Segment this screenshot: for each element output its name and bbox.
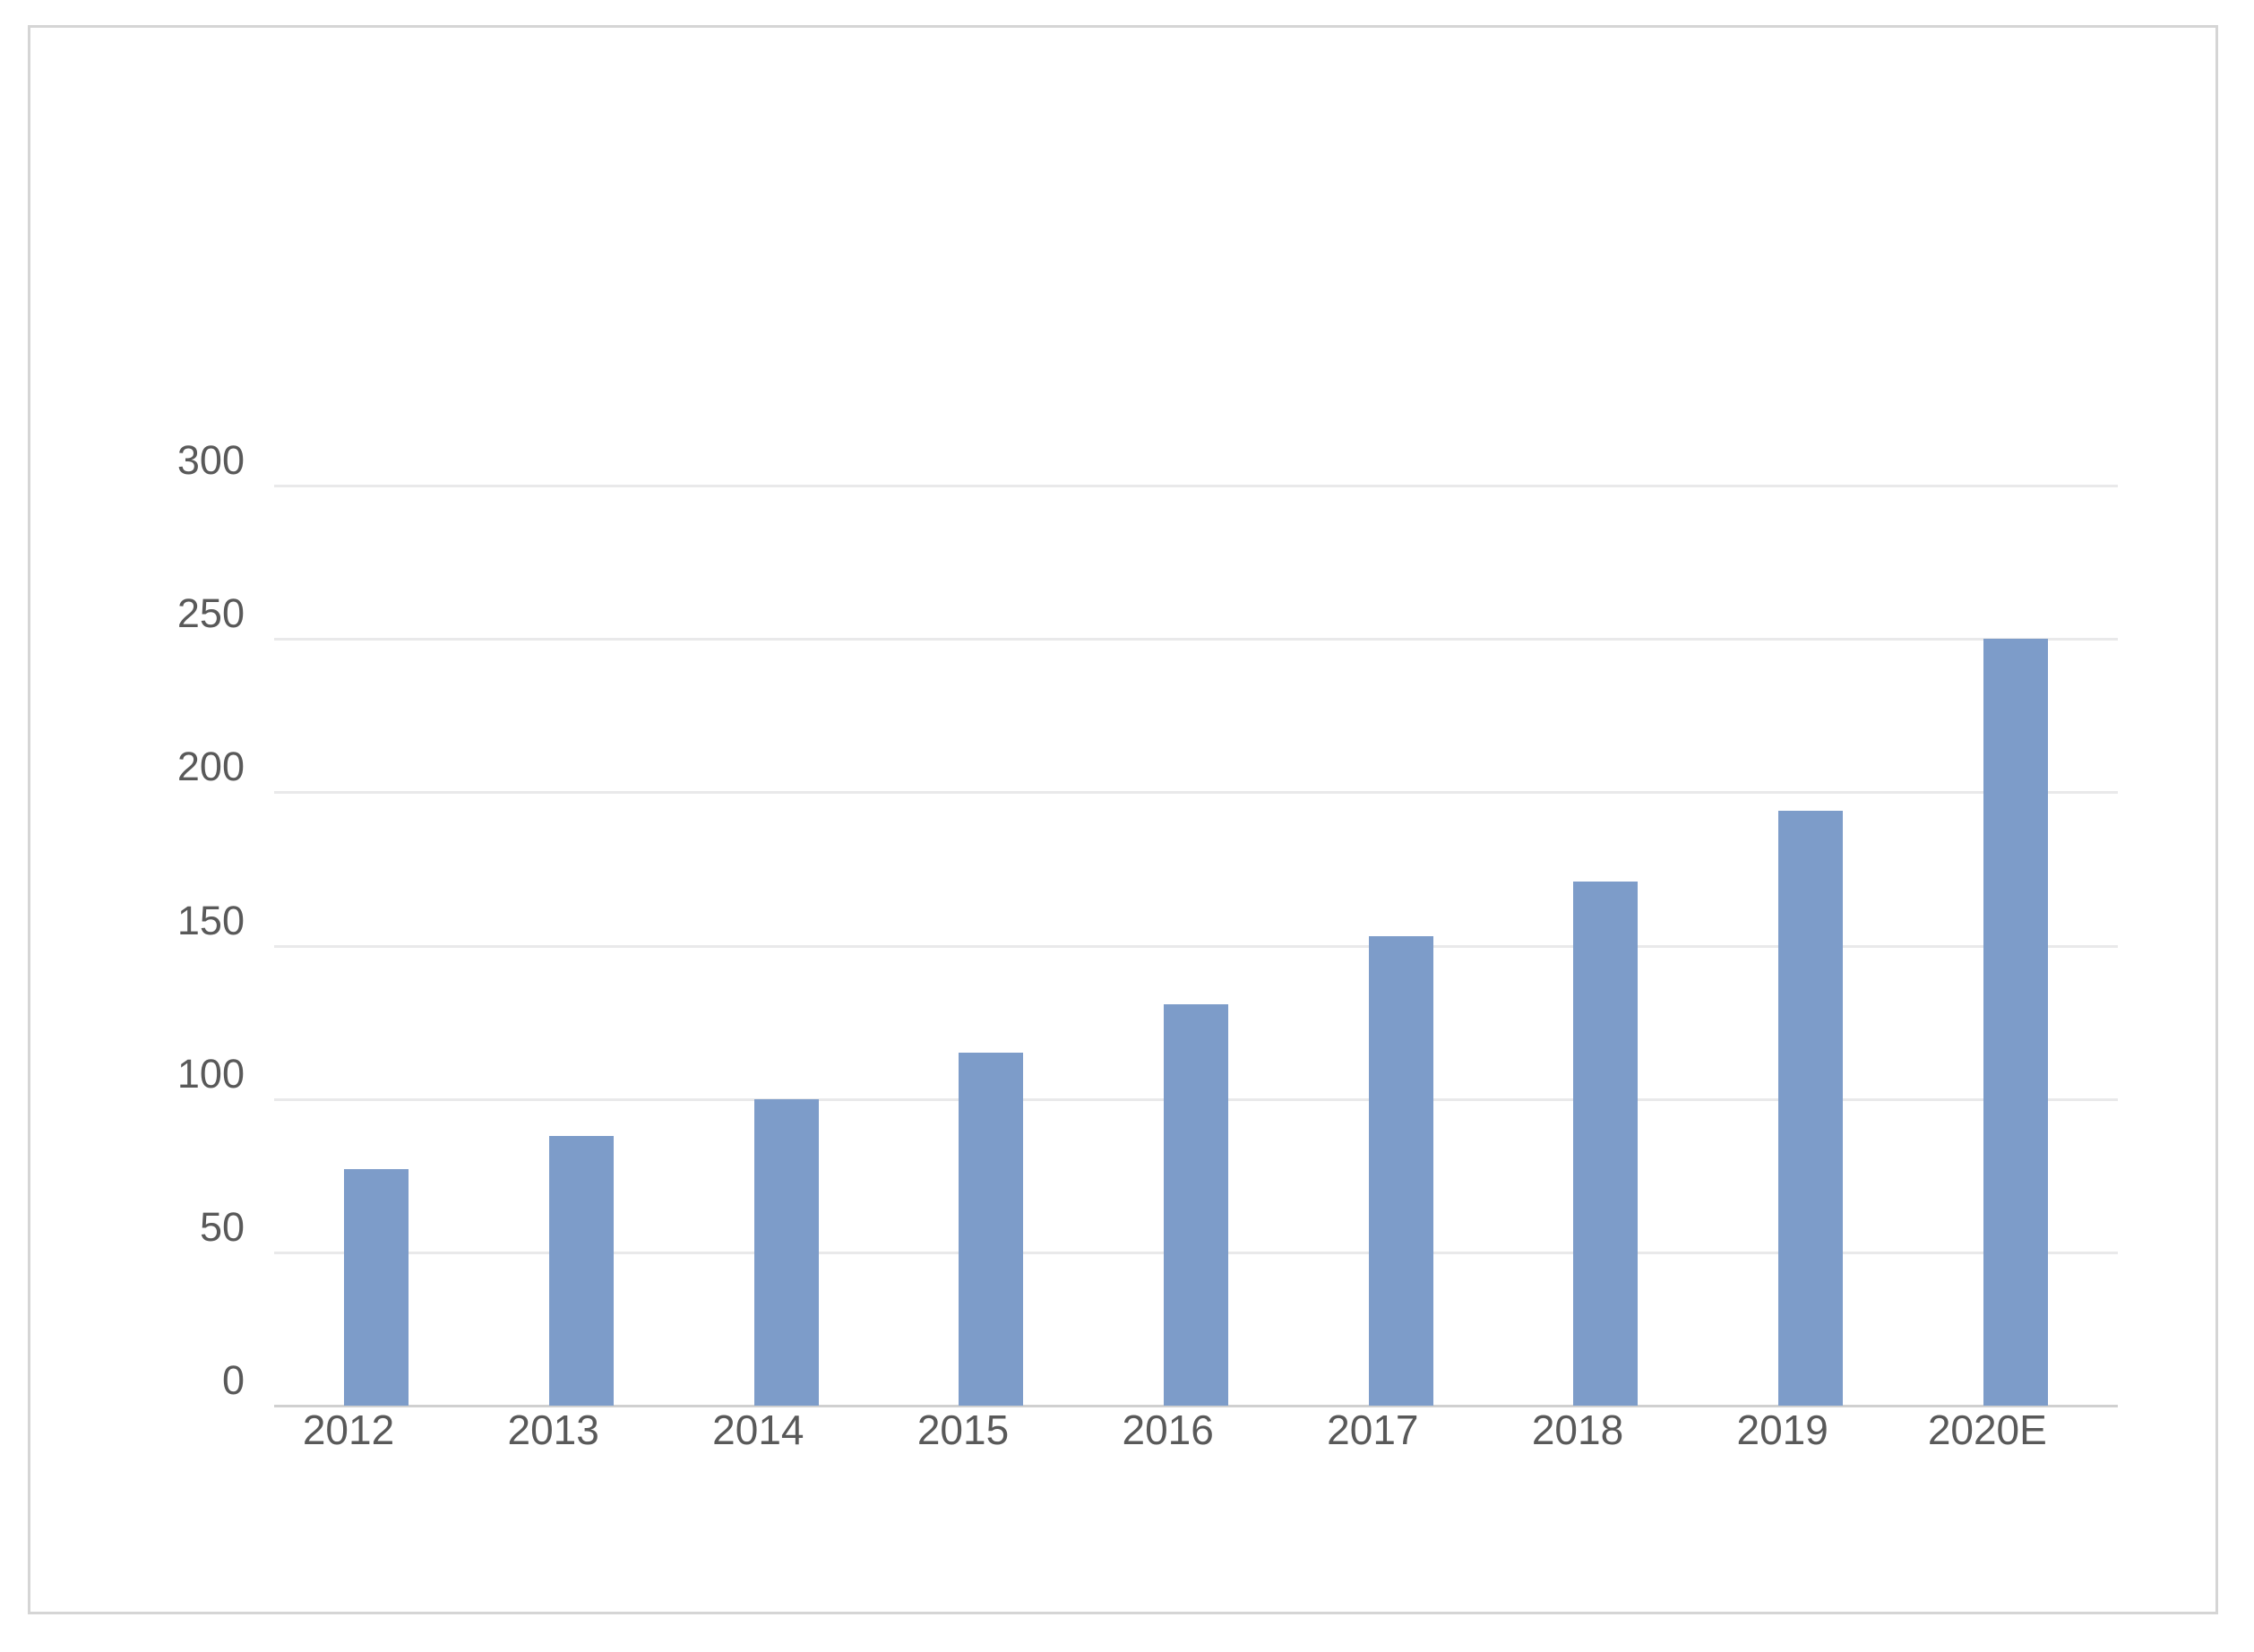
x-axis-tick-label-2014: 2014 bbox=[712, 1407, 804, 1453]
x-axis-tick-label-2020E: 2020E bbox=[1927, 1407, 2047, 1453]
x-axis-tick-label-2013: 2013 bbox=[507, 1407, 599, 1453]
gridline-y150 bbox=[274, 944, 2118, 948]
x-axis-tick-label-2012: 2012 bbox=[302, 1407, 395, 1453]
x-axis-tick-label-2017: 2017 bbox=[1327, 1407, 1419, 1453]
gridline-y300 bbox=[274, 485, 2118, 487]
x-axis-line bbox=[274, 1405, 2118, 1407]
y-axis-tick-label-0: 0 bbox=[221, 1357, 245, 1403]
y-axis-tick-label-150: 150 bbox=[176, 897, 245, 943]
gridline-y200 bbox=[274, 791, 2118, 795]
gridline-y250 bbox=[274, 638, 2118, 641]
y-axis-tick-label-200: 200 bbox=[176, 744, 245, 790]
y-axis-tick-label-250: 250 bbox=[176, 590, 245, 637]
bar-2019 bbox=[1778, 810, 1843, 1406]
x-axis-tick-label-2016: 2016 bbox=[1122, 1407, 1214, 1453]
bar-2013 bbox=[549, 1135, 614, 1406]
bar-2017 bbox=[1368, 936, 1433, 1406]
bar-2014 bbox=[753, 1098, 819, 1406]
y-axis-tick-label-50: 50 bbox=[199, 1203, 245, 1250]
bar-2012 bbox=[344, 1169, 409, 1406]
bar-2020E bbox=[1983, 639, 2048, 1406]
bar-2018 bbox=[1573, 881, 1639, 1406]
bar-2016 bbox=[1164, 1003, 1228, 1406]
chart-frame-border: 0 50 100 150 200 250 300 2012 2013 2014 2015 2016 2… bbox=[28, 25, 2218, 1614]
x-axis-tick-label-2018: 2018 bbox=[1531, 1407, 1624, 1453]
y-axis-tick-label-300: 300 bbox=[176, 437, 245, 483]
bar-2015 bbox=[959, 1053, 1024, 1406]
y-axis-tick-label-100: 100 bbox=[176, 1050, 245, 1097]
x-axis-tick-label-2015: 2015 bbox=[916, 1407, 1010, 1453]
x-axis-tick-label-2019: 2019 bbox=[1736, 1407, 1828, 1453]
bar-chart-plot-area bbox=[274, 485, 2118, 1407]
